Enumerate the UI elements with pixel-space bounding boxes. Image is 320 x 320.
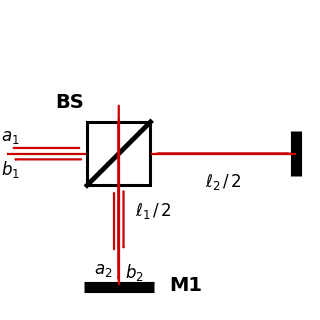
Text: M1: M1 [170, 276, 203, 295]
Text: $a_2$: $a_2$ [94, 261, 112, 278]
Text: $\ell_2\,/\,2$: $\ell_2\,/\,2$ [205, 172, 242, 192]
Bar [87, 122, 150, 185]
Text: $a_1$: $a_1$ [1, 129, 20, 146]
Text: $b_2$: $b_2$ [125, 261, 144, 283]
Text: BS: BS [55, 93, 84, 112]
Text: $\ell_1\,/\,2$: $\ell_1\,/\,2$ [135, 201, 172, 221]
Text: $b_1$: $b_1$ [1, 159, 20, 180]
